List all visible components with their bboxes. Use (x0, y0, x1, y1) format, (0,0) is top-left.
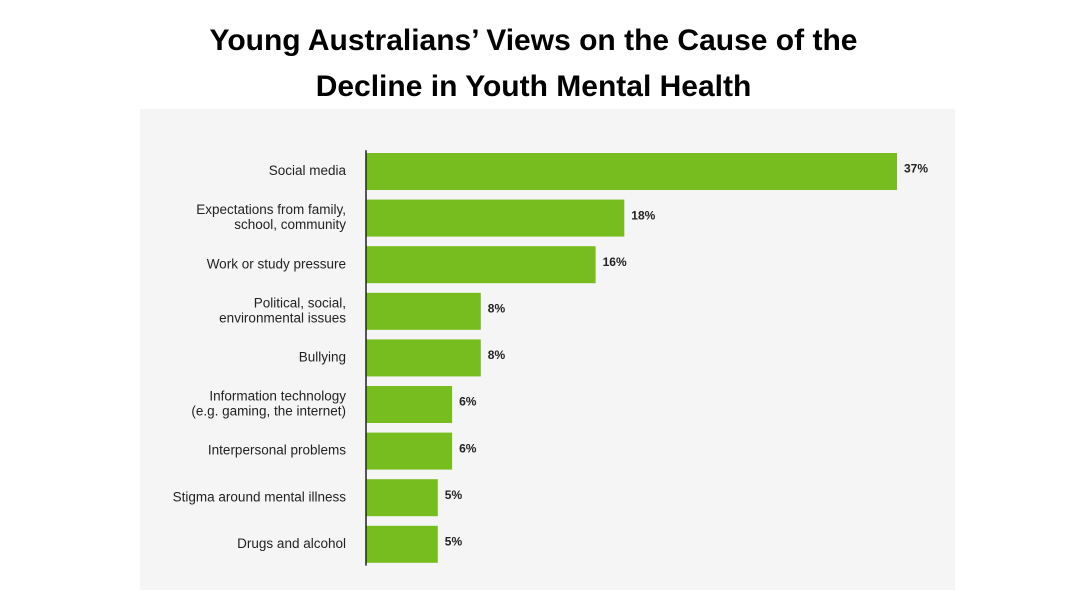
category-label-line: school, community (234, 217, 346, 232)
value-label-2: 16% (603, 255, 627, 269)
value-label-0: 37% (904, 162, 928, 176)
value-label-6: 6% (459, 441, 477, 455)
bar-4 (366, 339, 481, 377)
value-label-3: 8% (488, 301, 506, 315)
value-label-7: 5% (445, 488, 463, 502)
category-label-line: Drugs and alcohol (237, 536, 346, 551)
chart-title: Young Australians’ Views on the Cause of… (0, 18, 1067, 110)
category-label-7: Stigma around mental illness (173, 489, 347, 504)
value-label-8: 5% (445, 534, 463, 548)
category-label-line: Expectations from family, (196, 202, 346, 217)
bar-7 (366, 479, 438, 517)
category-label-line: Work or study pressure (207, 256, 346, 271)
category-label-line: Bullying (299, 349, 346, 364)
bar-8 (366, 525, 438, 563)
value-label-1: 18% (631, 208, 655, 222)
bar-0 (366, 153, 897, 190)
category-label-line: Stigma around mental illness (173, 489, 347, 504)
category-label-line: environmental issues (219, 310, 346, 325)
category-label-0: Social media (269, 163, 347, 178)
value-label-4: 8% (488, 348, 506, 362)
chart-title-line-1: Young Australians’ Views on the Cause of… (209, 24, 858, 57)
value-label-5: 6% (459, 395, 477, 409)
category-label-4: Bullying (299, 349, 346, 364)
category-label-line: (e.g. gaming, the internet) (191, 404, 346, 419)
category-label-8: Drugs and alcohol (237, 536, 346, 551)
category-label-line: Social media (269, 163, 347, 178)
bar-3 (366, 292, 481, 330)
category-label-2: Work or study pressure (207, 256, 346, 271)
bar-1 (366, 199, 625, 237)
category-label-line: Political, social, (254, 295, 346, 310)
bar-5 (366, 386, 453, 423)
bar-6 (366, 432, 453, 470)
category-label-6: Interpersonal problems (208, 443, 346, 458)
category-label-1: Expectations from family, school, communi… (196, 202, 346, 232)
chart-title-line-2: Decline in Youth Mental Health (315, 70, 752, 103)
category-label-5: Information technology (e.g. gaming, the … (191, 389, 346, 419)
category-label-3: Political, social, environmental issues (219, 295, 346, 325)
category-label-line: Information technology (209, 389, 346, 404)
bar-2 (366, 246, 596, 284)
category-label-line: Interpersonal problems (208, 443, 346, 458)
